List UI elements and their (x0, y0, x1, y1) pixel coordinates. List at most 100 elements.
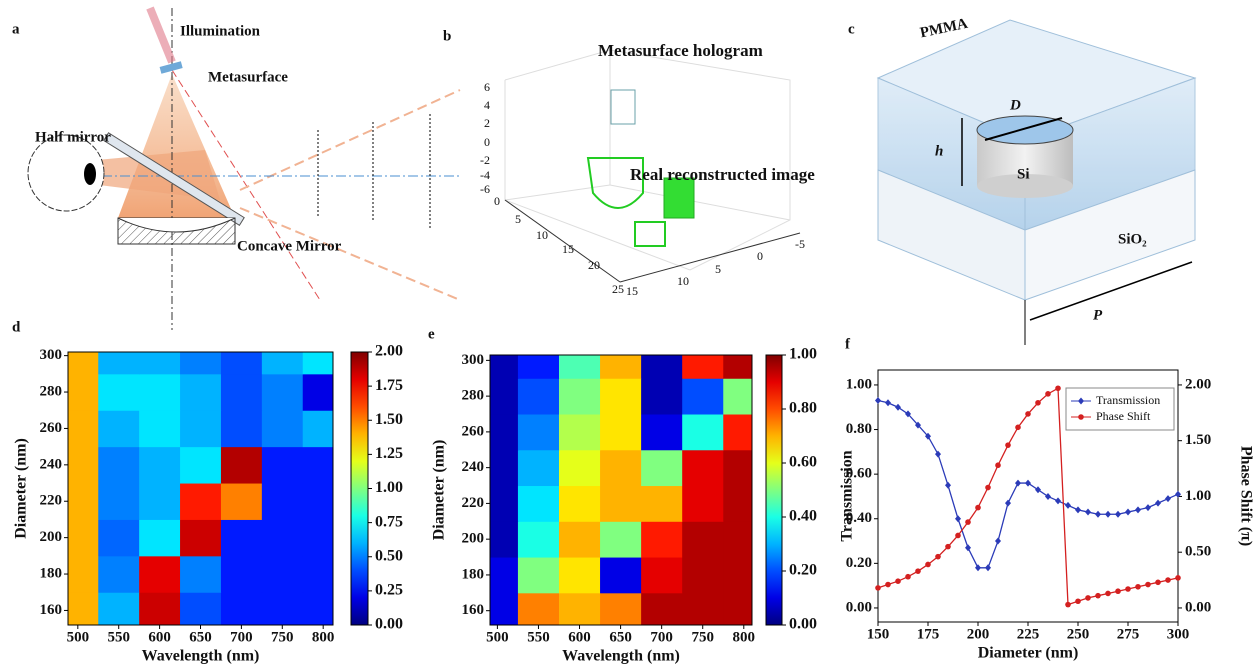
legend-label: Transmission (1096, 393, 1160, 407)
heatmap-cell (517, 592, 560, 625)
heatmap-cell (723, 557, 752, 594)
heatmap-cell (723, 414, 752, 451)
x-tick-label: 750 (271, 629, 294, 645)
heatmap-cell (682, 414, 724, 451)
point (1115, 510, 1121, 518)
z-tick-label: 0 (484, 135, 490, 149)
x-tick-label: 600 (148, 629, 171, 645)
point (1115, 588, 1121, 595)
y2-tick-label: 1.50 (1185, 432, 1211, 448)
z-tick-label: -2 (480, 153, 490, 167)
colorbar-tick-label: 0.75 (375, 513, 403, 530)
heatmap-cell (558, 449, 601, 487)
heatmap-cell (517, 414, 560, 451)
point (1125, 508, 1131, 516)
x-tick-label: 200 (967, 626, 990, 642)
heatmap-cell (98, 373, 140, 411)
image-cube (634, 221, 666, 247)
y2-axis-label: Phase Shift (π) (1237, 446, 1254, 546)
z-tick-label: 2 (484, 116, 490, 130)
point (1035, 399, 1041, 406)
x-tick-label: 225 (1017, 626, 1040, 642)
point (1025, 479, 1031, 487)
x-tick-label: 700 (230, 629, 253, 645)
x-tick-label: 500 (486, 629, 509, 645)
heatmap-cell (68, 555, 99, 593)
x-tick-label: 650 (609, 629, 632, 645)
point (1105, 510, 1111, 518)
heatmap-cell (68, 519, 99, 557)
point (955, 515, 961, 523)
heatmap-cell (220, 446, 263, 484)
heatmap-cell (641, 592, 683, 625)
colorbar-tick-label: 0.40 (789, 508, 817, 525)
point (1015, 424, 1021, 431)
x-tick-label: 250 (1067, 626, 1090, 642)
concave-mirror (117, 217, 236, 233)
sio2-right (1024, 169, 1196, 301)
heatmap-cell (68, 592, 99, 625)
label: Illumination (180, 23, 261, 39)
y-tick-label: 0 (757, 249, 763, 263)
x-tick-label: 500 (67, 629, 90, 645)
heatmap-cell (98, 410, 140, 448)
heatmap-cell (490, 449, 519, 487)
y-tick-label: -5 (795, 237, 805, 251)
image-square (663, 177, 695, 219)
heatmap-cell (220, 519, 263, 557)
heatmap-cell (600, 592, 642, 625)
point (905, 573, 911, 580)
point (1078, 397, 1084, 405)
point (925, 432, 931, 440)
y-tick-label: 220 (462, 495, 485, 511)
heatmap-cell (600, 557, 642, 594)
panel-c: PMMA D h Si SiO₂ P (876, 16, 1197, 345)
x-tick-label: 150 (867, 626, 890, 642)
metasurface-chip (159, 61, 183, 74)
heatmap-cell (517, 521, 560, 558)
point (915, 421, 921, 429)
y-tick-label: 280 (40, 383, 63, 399)
point (1045, 492, 1051, 500)
y-tick-label: 260 (462, 423, 485, 439)
heatmap-cell (261, 483, 304, 520)
virtual-ray (171, 69, 321, 301)
heatmap-cell (220, 483, 263, 520)
heatmap-cell (261, 555, 304, 593)
heatmap-cell (600, 521, 642, 558)
eye (27, 134, 105, 212)
heatmap-cell (641, 449, 683, 487)
point (945, 481, 951, 489)
label: Half mirror (35, 129, 111, 145)
heatmap-cell (261, 519, 304, 557)
heatmap-cell (682, 557, 724, 594)
pillar-top (976, 115, 1074, 145)
y-tick-label: 300 (40, 347, 63, 363)
x-tick-label: 550 (527, 629, 550, 645)
heatmap-cell (682, 592, 724, 625)
point (975, 504, 981, 511)
point (955, 532, 961, 539)
y-tick-label: 240 (40, 456, 63, 472)
half-mirror (103, 132, 245, 226)
y2-tick-label: 2.00 (1185, 376, 1211, 392)
heatmap-cell (139, 373, 181, 411)
heatmap-cell (641, 378, 683, 415)
label: h (935, 143, 943, 159)
heatmap-cell (139, 555, 181, 593)
heatmap-cell (517, 449, 560, 487)
d-arrow (984, 117, 1063, 141)
panel-b: Metasurface hologram Real reconstructed … (504, 41, 815, 283)
y-tick-label: 200 (462, 531, 485, 547)
point (1055, 497, 1061, 505)
y-tick-label: 220 (40, 493, 63, 509)
heatmap-cell (641, 414, 683, 451)
point (925, 561, 931, 568)
heatmap-cell (641, 355, 683, 379)
heatmap-cell (600, 449, 642, 487)
panel-label: b (443, 28, 451, 44)
y2-tick-label: 0.00 (1185, 599, 1211, 615)
point (1175, 490, 1181, 498)
x-tick-label: 175 (917, 626, 940, 642)
